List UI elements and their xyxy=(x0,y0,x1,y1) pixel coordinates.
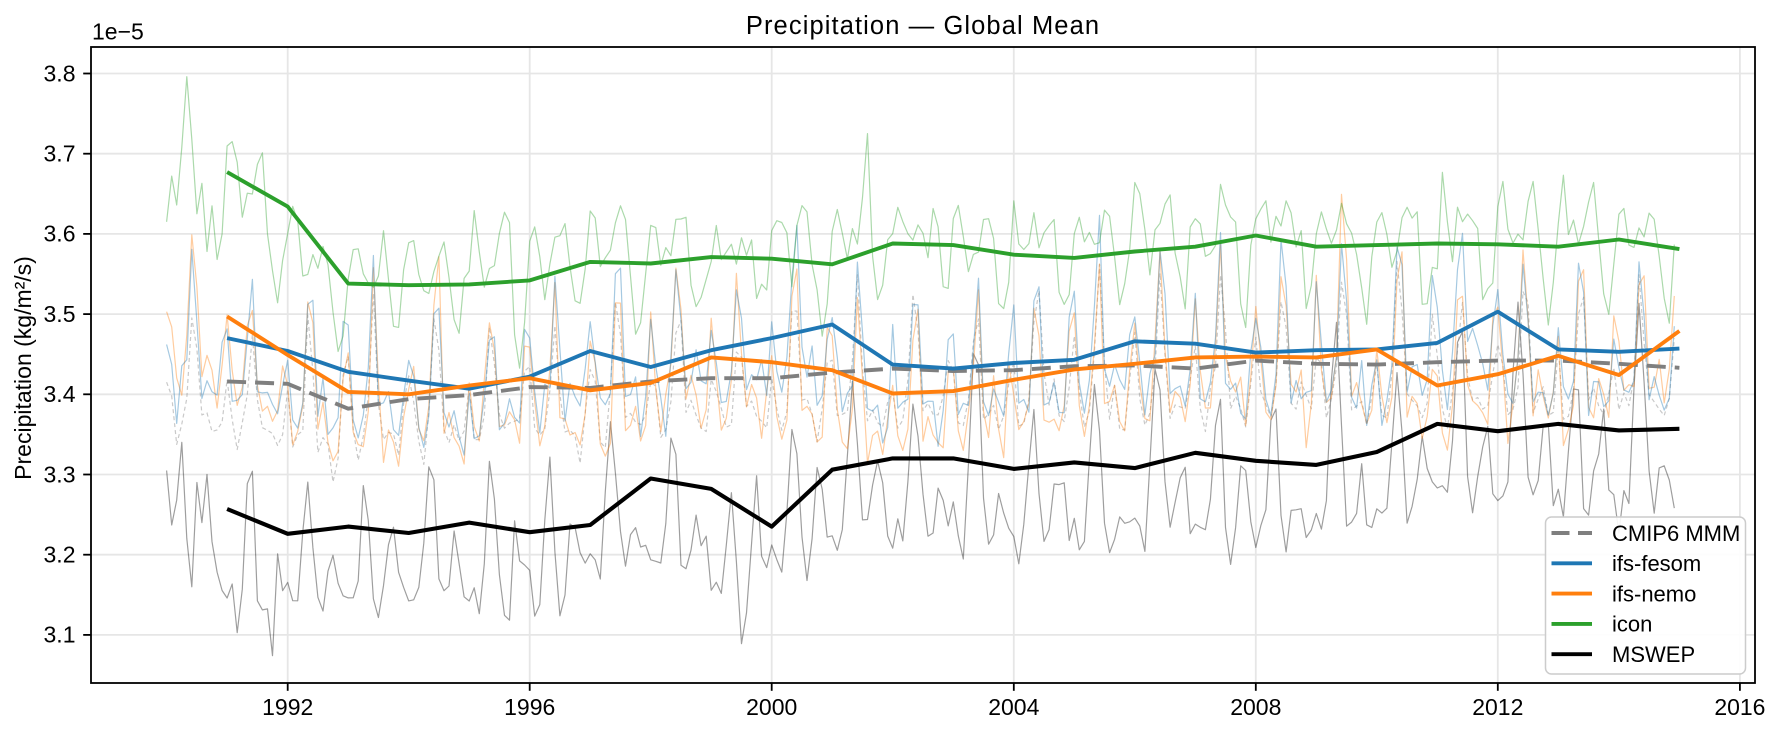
svg-text:1996: 1996 xyxy=(504,694,555,720)
svg-text:MSWEP: MSWEP xyxy=(1612,642,1695,667)
svg-text:3.1: 3.1 xyxy=(44,622,76,648)
svg-text:3.6: 3.6 xyxy=(44,221,76,247)
svg-text:ifs-nemo: ifs-nemo xyxy=(1612,581,1696,606)
svg-text:3.2: 3.2 xyxy=(44,542,76,568)
svg-text:2004: 2004 xyxy=(988,694,1039,720)
svg-text:3.4: 3.4 xyxy=(44,381,76,407)
svg-text:2016: 2016 xyxy=(1714,694,1765,720)
svg-text:3.8: 3.8 xyxy=(44,60,76,86)
svg-text:3.5: 3.5 xyxy=(44,301,76,327)
svg-text:2008: 2008 xyxy=(1230,694,1281,720)
svg-text:2000: 2000 xyxy=(746,694,797,720)
svg-text:1e−5: 1e−5 xyxy=(92,19,144,45)
svg-text:Precipitation (kg/m²/s): Precipitation (kg/m²/s) xyxy=(10,256,36,480)
svg-text:ifs-fesom: ifs-fesom xyxy=(1612,551,1701,576)
svg-text:3.3: 3.3 xyxy=(44,461,76,487)
svg-text:3.7: 3.7 xyxy=(44,141,76,167)
svg-text:1992: 1992 xyxy=(262,694,313,720)
svg-text:Precipitation — Global Mean: Precipitation — Global Mean xyxy=(746,12,1100,40)
svg-text:2012: 2012 xyxy=(1472,694,1523,720)
svg-text:CMIP6 MMM: CMIP6 MMM xyxy=(1612,521,1740,546)
svg-text:icon: icon xyxy=(1612,612,1652,637)
